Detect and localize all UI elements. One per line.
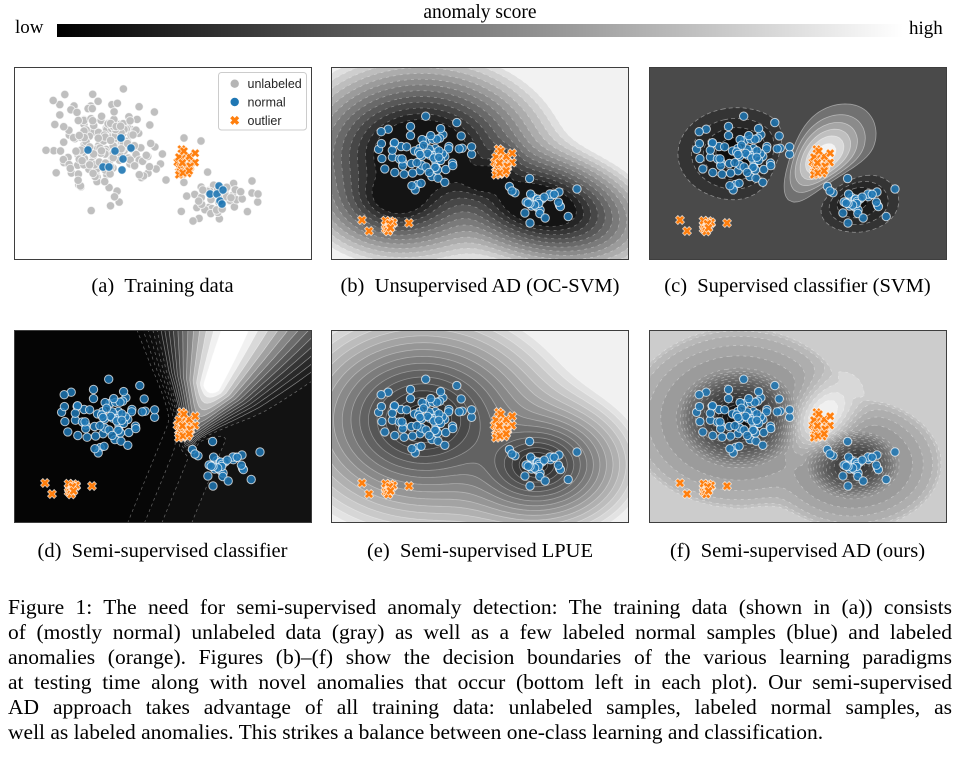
svg-text:unlabeled: unlabeled — [247, 77, 301, 91]
svg-text:outlier: outlier — [247, 114, 281, 128]
svg-text:normal: normal — [247, 96, 285, 110]
